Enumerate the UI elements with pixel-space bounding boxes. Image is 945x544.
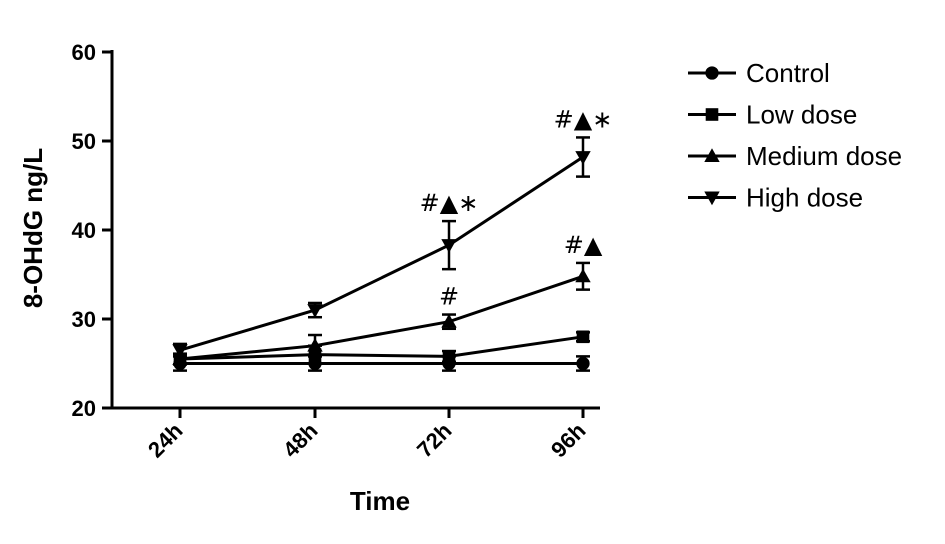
significance-annotations: # #▲ #▲∗ #▲∗ <box>420 105 613 310</box>
x-tick-label: 24h <box>143 418 187 462</box>
legend-label: Medium dose <box>746 141 902 171</box>
marker-triangle-up <box>575 268 591 283</box>
legend: Control Low dose Medium dose High dose <box>688 58 902 213</box>
series-low-dose <box>173 330 590 366</box>
y-tick-label: 50 <box>72 129 96 154</box>
legend-item: High dose <box>688 183 863 213</box>
significance-label: #▲∗ <box>554 105 613 133</box>
legend-label: High dose <box>746 183 863 213</box>
y-tick-label: 60 <box>72 40 96 65</box>
series-line <box>179 335 584 361</box>
series-group <box>172 136 591 372</box>
marker-triangle-up <box>172 351 188 365</box>
significance-label: #▲∗ <box>420 189 479 217</box>
y-tick-label: 20 <box>72 396 96 421</box>
marker-triangle-up <box>704 148 720 162</box>
marker-triangle-down <box>172 344 188 358</box>
y-axis-title: 8-OHdG ng/L <box>18 148 48 308</box>
significance-label: #▲ <box>564 231 603 259</box>
marker-square <box>576 330 590 344</box>
marker-triangle-down <box>441 239 457 253</box>
series-line <box>179 155 584 352</box>
x-tick-label: 96h <box>546 418 590 462</box>
marker-triangle-down <box>307 304 323 318</box>
legend-label: Control <box>746 58 830 88</box>
series-line <box>179 274 584 361</box>
legend-item: Low dose <box>688 100 857 130</box>
marker-square <box>705 108 719 121</box>
marker-circle <box>576 356 590 371</box>
marker-square <box>442 350 456 363</box>
legend-item: Control <box>688 58 830 88</box>
y-tick-label: 40 <box>72 218 96 243</box>
x-tick-label: 48h <box>278 418 322 462</box>
x-axis-title: Time <box>350 486 410 516</box>
marker-triangle-down <box>704 191 720 206</box>
x-axis-ticks: 24h 48h 72h 96h <box>143 408 591 462</box>
marker-triangle-down <box>575 151 591 165</box>
legend-item: Medium dose <box>688 141 902 171</box>
series-medium-dose <box>172 261 591 366</box>
x-tick-label: 72h <box>412 418 456 462</box>
marker-circle <box>705 66 719 80</box>
marker-triangle-up <box>441 313 457 328</box>
y-axis-ticks: 20 30 40 50 60 <box>72 40 112 421</box>
significance-label: # <box>439 283 459 311</box>
legend-label: Low dose <box>746 100 857 130</box>
plot-area: 20 30 40 50 60 24h 48h 72h 96h # #▲ #▲∗ #▲∗ <box>72 40 613 462</box>
y-tick-label: 30 <box>72 307 96 332</box>
series-high-dose <box>172 136 591 358</box>
marker-triangle-up <box>307 338 323 352</box>
